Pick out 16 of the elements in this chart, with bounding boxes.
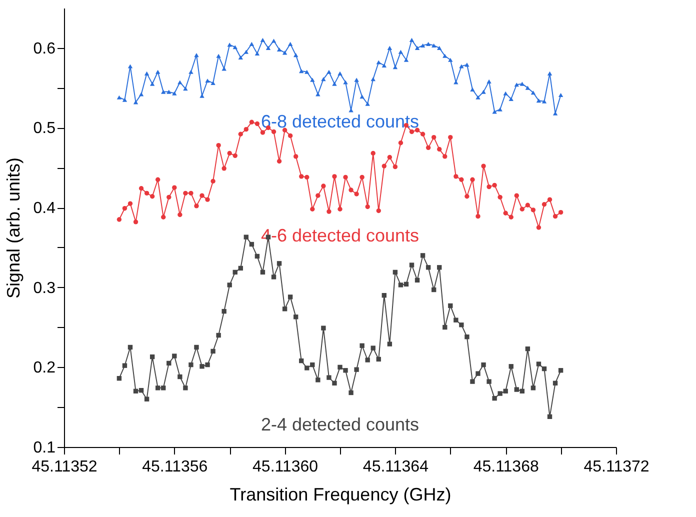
y-tick-label: 0.4 xyxy=(33,200,56,218)
x-tick-label: 45.11372 xyxy=(584,458,650,476)
y-tick-label: 0.5 xyxy=(33,120,56,138)
x-tick-label: 45.11360 xyxy=(252,458,318,476)
y-tick-label: 0.3 xyxy=(33,280,56,297)
series-label: 6-8 detected counts xyxy=(260,111,420,132)
x-tick-label: 45.11356 xyxy=(142,458,208,476)
series-label: 2-4 detected counts xyxy=(260,414,420,435)
x-tick-label: 45.11368 xyxy=(473,458,539,476)
x-tick-label: 45.11364 xyxy=(362,458,429,476)
y-tick-label: 0.1 xyxy=(33,440,56,456)
x-tick-label: 45.11352 xyxy=(32,458,98,476)
x-axis-title: Transition Frequency (GHz) xyxy=(230,484,452,504)
y-tick-label: 0.6 xyxy=(33,40,56,58)
y-axis-title: Signal (arb. units) xyxy=(3,157,24,299)
y-tick-label: 0.2 xyxy=(33,360,56,377)
